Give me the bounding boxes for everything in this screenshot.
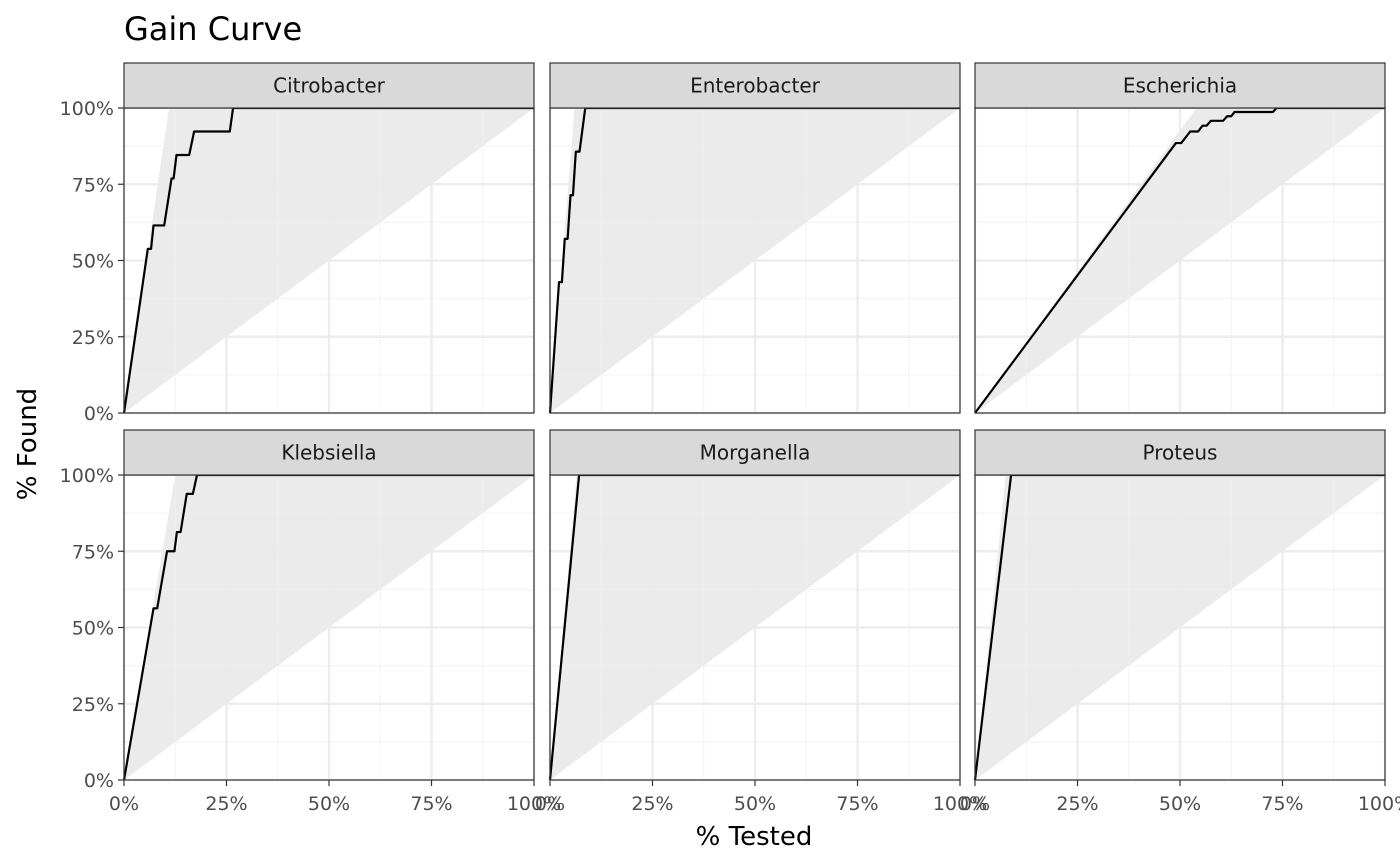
gain-ribbon-overlay [550,475,960,780]
gain-ribbon-overlay [975,108,1385,413]
facet-strip-label: Enterobacter [690,74,821,98]
x-tick-label: 100% [1358,793,1400,815]
chart-title: Gain Curve [124,10,302,48]
x-tick-label: 0% [535,793,565,815]
facet-strip [549,62,961,109]
gain-curve-line [548,106,960,414]
y-tick-label: 50% [72,251,114,273]
facet-panel-citrobacter: Citrobacter 0% 25% 50% 75% 100% [60,62,536,425]
y-tick-label: 25% [72,327,114,349]
facet-panel-escherichia: Escherichia [973,62,1387,415]
facet-strip [974,62,1386,109]
gain-ribbon-overlay [124,108,534,413]
facet-strip-label: Citrobacter [273,74,385,98]
x-tick-label: 75% [1261,793,1303,815]
y-axis-title: % Found [13,388,43,500]
gain-curve-line [122,473,534,781]
y-tick-label: 25% [72,694,114,716]
x-tick-label: 100% [507,793,561,815]
gain-ribbon-overlay [975,475,1385,780]
y-tick-label: 100% [60,465,114,487]
facet-panel-morganella: Morganella 0% 25% 50% 75% 100% [535,429,987,815]
x-tick-label: 50% [1159,793,1201,815]
y-tick-label: 0% [84,403,114,425]
x-tick-label: 25% [631,793,673,815]
facet-panel-klebsiella: Klebsiella 0% 25% 50% 75% 100% 0% 25% 50% 75% 100% [60,429,561,815]
x-tick-label: 50% [308,793,350,815]
facet-strip [123,62,535,109]
x-tick-label: 100% [933,793,987,815]
panels-layer: Citrobacter 0% 25% 50% 75% 100% Enterobacter Es… [60,62,1400,815]
facet-strip-label: Morganella [700,441,811,465]
x-tick-label: 75% [836,793,878,815]
facet-strip-label: Escherichia [1123,74,1237,98]
y-tick-label: 50% [72,618,114,640]
facet-strip [549,429,961,476]
facet-panel-proteus: Proteus 0% 25% 50% 75% 100% [960,429,1400,815]
facet-panel-enterobacter: Enterobacter [548,62,962,415]
gain-ribbon-overlay [550,108,960,413]
gain-curve-line [122,106,534,414]
x-tick-label: 25% [1056,793,1098,815]
y-tick-label: 75% [72,541,114,563]
y-tick-label: 0% [84,770,114,792]
x-tick-label: 0% [960,793,990,815]
facet-strip [974,429,1386,476]
facet-strip [123,429,535,476]
gain-curve-line [974,106,1385,414]
facet-strip-label: Proteus [1143,441,1218,465]
gain-ribbon-overlay [124,475,534,780]
x-tick-label: 50% [734,793,776,815]
x-tick-label: 0% [109,793,139,815]
facet-strip-label: Klebsiella [281,441,376,465]
x-tick-label: 25% [205,793,247,815]
y-tick-label: 100% [60,98,114,120]
x-axis-title: % Tested [696,822,813,852]
y-tick-label: 75% [72,174,114,196]
x-tick-label: 75% [410,793,452,815]
